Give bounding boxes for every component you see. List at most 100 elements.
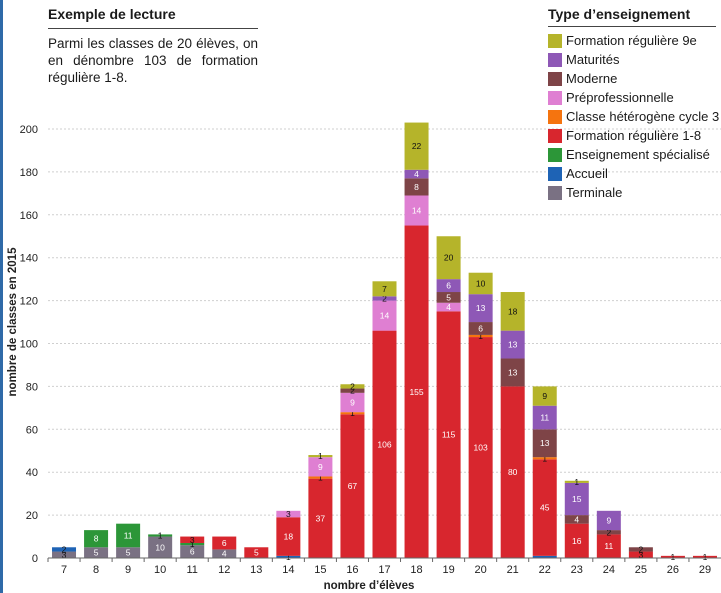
bar-segment bbox=[276, 517, 301, 556]
legend-items: Formation régulière 9e Maturités Moderne Pr… bbox=[548, 31, 720, 202]
x-tick-label: 12 bbox=[218, 564, 230, 576]
data-label: 5 bbox=[254, 548, 259, 558]
x-axis-title: nombre d’élèves bbox=[324, 580, 415, 592]
data-label: 14 bbox=[412, 206, 422, 216]
legend-label: Maturités bbox=[566, 52, 620, 67]
bar-segment bbox=[404, 122, 429, 170]
data-label: 1 bbox=[286, 552, 291, 562]
data-label: 1 bbox=[703, 552, 708, 562]
bar-segment bbox=[308, 457, 333, 477]
data-label: 7 bbox=[382, 284, 387, 294]
bar-segment bbox=[436, 302, 461, 312]
bar-segment bbox=[468, 334, 493, 338]
data-label: 45 bbox=[540, 503, 550, 513]
bar-segment bbox=[212, 549, 237, 558]
y-axis-title: nombre de classes en 2015 bbox=[7, 247, 19, 397]
data-label: 14 bbox=[380, 311, 390, 321]
bar-segment bbox=[340, 414, 365, 558]
bar-segment bbox=[468, 272, 493, 295]
bar-segment bbox=[628, 551, 653, 558]
y-tick-label: 200 bbox=[20, 124, 38, 136]
x-tick-label: 18 bbox=[410, 564, 422, 576]
bar-segment bbox=[596, 534, 621, 558]
data-label: 1 bbox=[190, 539, 195, 549]
bar-segment bbox=[596, 510, 621, 531]
bar-segment bbox=[244, 547, 269, 558]
bar-segment bbox=[148, 534, 173, 537]
bar-segment bbox=[116, 547, 141, 558]
legend-swatch bbox=[548, 185, 562, 200]
data-label: 13 bbox=[540, 438, 550, 448]
data-label: 80 bbox=[508, 467, 518, 477]
y-tick-label: 0 bbox=[32, 553, 38, 565]
bar-segment bbox=[628, 547, 653, 552]
data-label: 37 bbox=[316, 513, 326, 523]
data-label: 103 bbox=[474, 443, 488, 453]
bar-segment bbox=[404, 225, 429, 558]
data-label: 2 bbox=[62, 544, 67, 554]
bar-segment bbox=[404, 195, 429, 226]
bar-segment bbox=[692, 555, 717, 558]
data-label: 2 bbox=[382, 293, 387, 303]
legend-item: Maturités bbox=[548, 50, 716, 69]
x-tick-label: 17 bbox=[378, 564, 390, 576]
reading-example-title: Exemple de lecture bbox=[48, 6, 258, 29]
bar-segment bbox=[500, 330, 525, 359]
data-label: 3 bbox=[286, 509, 291, 519]
bar-segment bbox=[84, 530, 109, 548]
data-label: 9 bbox=[606, 515, 611, 525]
x-tick-label: 29 bbox=[699, 564, 711, 576]
bar-segment bbox=[52, 547, 77, 552]
bar-segment bbox=[500, 292, 525, 331]
bar-segment bbox=[436, 236, 461, 280]
data-label: 22 bbox=[412, 141, 422, 151]
legend-label: Accueil bbox=[566, 166, 608, 181]
data-label: 1 bbox=[158, 530, 163, 540]
legend-swatch bbox=[548, 128, 562, 143]
bar-segment bbox=[148, 536, 173, 558]
y-tick-label: 40 bbox=[26, 467, 38, 479]
data-label: 106 bbox=[377, 439, 391, 449]
data-label: 11 bbox=[124, 530, 133, 540]
legend-swatch bbox=[548, 33, 562, 48]
data-label: 1 bbox=[542, 453, 547, 463]
data-label: 11 bbox=[540, 413, 549, 423]
data-label: 2 bbox=[350, 381, 355, 391]
bar-segment bbox=[532, 386, 557, 406]
legend-label: Terminale bbox=[566, 185, 623, 200]
data-label: 3 bbox=[62, 550, 67, 560]
legend-label: Moderne bbox=[566, 71, 618, 86]
bar-segment bbox=[500, 386, 525, 558]
legend-swatch bbox=[548, 147, 562, 162]
data-label: 18 bbox=[508, 306, 518, 316]
data-label: 155 bbox=[409, 387, 423, 397]
legend-label: Classe hétérogène cycle 3 bbox=[566, 109, 720, 124]
data-label: 9 bbox=[318, 462, 323, 472]
data-label: 13 bbox=[508, 340, 518, 350]
x-tick-label: 11 bbox=[187, 564, 198, 576]
bar-segment bbox=[372, 296, 397, 301]
bar-segment bbox=[116, 523, 141, 548]
data-label: 6 bbox=[446, 281, 451, 291]
data-label: 3 bbox=[639, 550, 644, 560]
data-label: 11 bbox=[604, 541, 613, 551]
bar-segment bbox=[532, 429, 557, 458]
bar-segment bbox=[308, 455, 333, 458]
legend-item: Classe hétérogène cycle 3 bbox=[548, 107, 720, 126]
legend-swatch bbox=[548, 166, 562, 181]
data-label: 16 bbox=[572, 536, 582, 546]
legend-item: Formation régulière 9e bbox=[548, 31, 716, 50]
data-label: 5 bbox=[446, 292, 451, 302]
legend-item: Enseignement spécialisé bbox=[548, 145, 716, 164]
bar-segment bbox=[180, 545, 205, 558]
data-label: 3 bbox=[190, 535, 195, 545]
x-tick-label: 20 bbox=[475, 564, 487, 576]
bar-segment bbox=[180, 536, 205, 543]
x-tick-label: 16 bbox=[346, 564, 358, 576]
y-tick-label: 120 bbox=[20, 296, 38, 308]
data-label: 9 bbox=[350, 397, 355, 407]
data-label: 1 bbox=[574, 477, 579, 487]
data-label: 1 bbox=[318, 473, 323, 483]
